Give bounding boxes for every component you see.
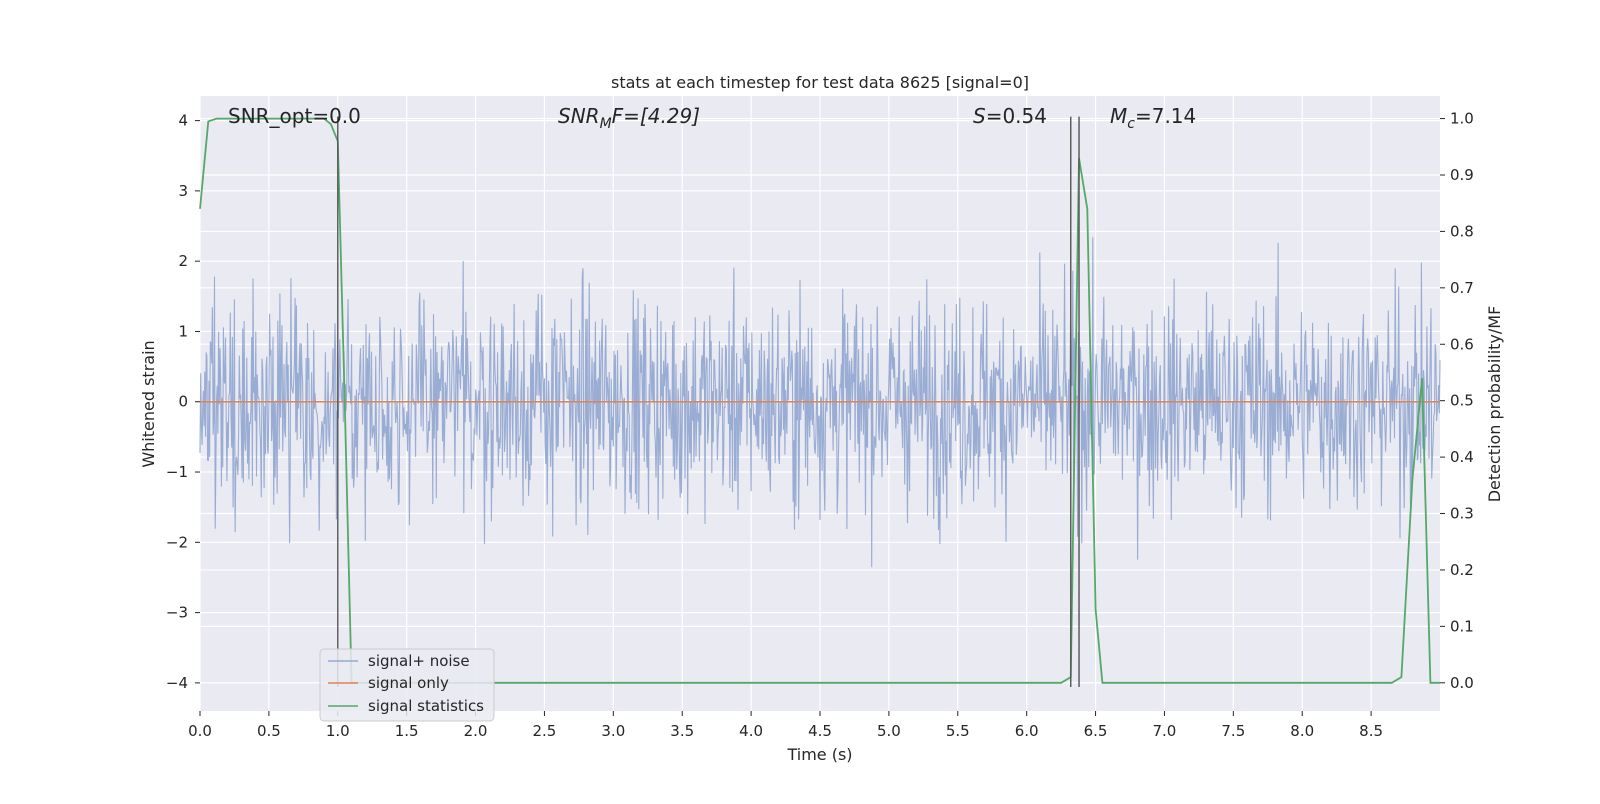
x-tick-label: 7.0: [1153, 722, 1177, 740]
y-right-tick-label: 0.3: [1450, 505, 1474, 523]
x-tick-label: 7.5: [1221, 722, 1245, 740]
y-left-tick-label: 2: [178, 252, 188, 270]
x-tick-label: 4.0: [739, 722, 763, 740]
series-signal-noise: [199, 237, 1441, 568]
x-tick-label: 5.0: [877, 722, 901, 740]
x-tick-label: 2.5: [533, 722, 557, 740]
x-axis-label: Time (s): [786, 745, 852, 764]
annotation-mc-value: =7.14: [1135, 104, 1196, 128]
legend-label-signal-only: signal only: [368, 674, 449, 692]
y-right-tick-label: 0.0: [1450, 674, 1474, 692]
annotation-mc-main: M: [1110, 104, 1127, 128]
legend-box: [319, 648, 495, 722]
legend-label-signal-noise: signal+ noise: [368, 652, 470, 670]
x-tick-label: 4.5: [808, 722, 832, 740]
annotation-s: S=0.54: [973, 104, 1047, 128]
annotation-snr-opt: SNR_opt=0.0: [228, 104, 361, 128]
y-left-tick-label: 4: [178, 112, 188, 130]
y-right-tick-label: 0.9: [1450, 166, 1474, 184]
annotation-mc: Mc=7.14: [1110, 104, 1196, 132]
series-signal-statistics: [199, 117, 1440, 684]
x-tick-label: 1.0: [326, 722, 350, 740]
y-left-tick-labels: 4 3 2 1 0 −1 −2 −3 −4: [166, 112, 200, 692]
y-right-tick-label: 0.6: [1450, 335, 1474, 353]
line-series: [199, 117, 1440, 684]
y-left-tick-label: 1: [178, 322, 188, 340]
y-right-tick-label: 0.8: [1450, 222, 1474, 240]
x-tick-label: 8.0: [1290, 722, 1314, 740]
annotation-s-label: S: [973, 104, 986, 128]
annotation-s-value: =0.54: [986, 104, 1047, 128]
y-left-tick-label: 0: [178, 393, 188, 411]
annotation-snr-mf-main: SNR: [558, 104, 600, 128]
y-right-tick-label: 0.7: [1450, 279, 1474, 297]
x-tick-label: 1.5: [395, 722, 419, 740]
x-tick-label: 6.5: [1084, 722, 1108, 740]
y-right-tick-labels: 1.0 0.9 0.8 0.7 0.6 0.5 0.4 0.3 0.2 0.1 0.0: [1440, 110, 1474, 692]
annotation-snr-mf-rest: F=[4.29]: [612, 104, 700, 128]
x-tick-label: 3.0: [601, 722, 625, 740]
y-right-tick-label: 0.2: [1450, 561, 1474, 579]
y-left-axis-label: Whitened strain: [139, 340, 158, 467]
y-left-tick-label: −4: [166, 674, 188, 692]
legend: signal+ noise signal only signal statist…: [319, 648, 495, 722]
annotation-snr-mf: SNRMF=[4.29]: [558, 104, 700, 132]
x-tick-label: 6.0: [1015, 722, 1039, 740]
y-left-tick-label: −1: [166, 463, 188, 481]
y-right-tick-label: 0.1: [1450, 617, 1474, 635]
vertical-markers: [337, 116, 1080, 687]
x-tick-label: 5.5: [946, 722, 970, 740]
y-left-tick-label: −2: [166, 533, 188, 551]
annotation-snr-mf-sub: M: [600, 116, 612, 132]
chart-title: stats at each timestep for test data 862…: [611, 73, 1029, 92]
annotation-mc-sub: c: [1127, 116, 1135, 132]
x-tick-label: 2.0: [464, 722, 488, 740]
x-tick-label: 8.5: [1359, 722, 1383, 740]
x-tick-label: 0.5: [257, 722, 281, 740]
x-tick-labels: 0.0 0.5 1.0 1.5 2.0 2.5 3.0 3.5 4.0 4.5 5.0 5.5 6.0 6…: [188, 711, 1383, 740]
x-tick-label: 3.5: [670, 722, 694, 740]
noise-series: [199, 237, 1441, 568]
y-left-tick-label: 3: [178, 182, 188, 200]
y-right-tick-label: 1.0: [1450, 110, 1474, 128]
y-right-axis-label: Detection probability/MF: [1485, 306, 1504, 503]
y-right-tick-label: 0.5: [1450, 392, 1474, 410]
y-left-tick-label: −3: [166, 604, 188, 622]
y-right-tick-label: 0.4: [1450, 448, 1474, 466]
legend-label-signal-statistics: signal statistics: [368, 697, 484, 715]
x-tick-label: 0.0: [188, 722, 212, 740]
